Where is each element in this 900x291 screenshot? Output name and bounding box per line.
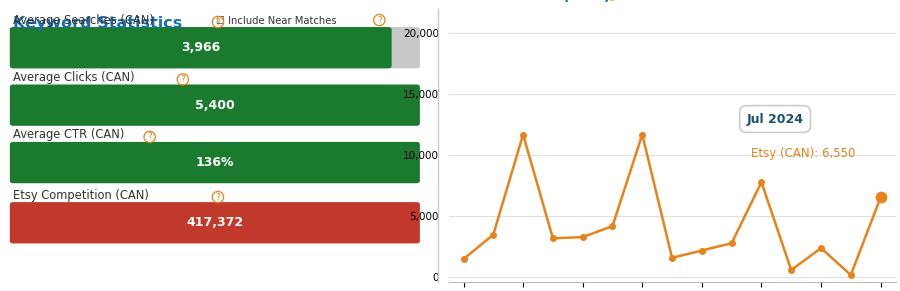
Text: Etsy (CAN): 6,550: Etsy (CAN): 6,550 <box>751 147 855 160</box>
Point <box>456 257 471 261</box>
Point <box>695 248 709 253</box>
Text: Search Trend (CAN): Search Trend (CAN) <box>448 0 610 3</box>
Text: 417,372: 417,372 <box>186 216 243 229</box>
Point <box>545 236 560 241</box>
Text: Average CTR (CAN): Average CTR (CAN) <box>14 128 124 141</box>
Text: Etsy Competition (CAN): Etsy Competition (CAN) <box>14 189 149 202</box>
FancyBboxPatch shape <box>10 27 391 68</box>
Text: Average Clicks (CAN): Average Clicks (CAN) <box>14 71 135 84</box>
Text: ?: ? <box>377 16 382 24</box>
Point <box>754 180 769 184</box>
Point <box>873 195 887 200</box>
FancyBboxPatch shape <box>10 142 420 183</box>
Point <box>606 224 620 228</box>
Text: 3,966: 3,966 <box>181 41 220 54</box>
FancyBboxPatch shape <box>10 27 420 68</box>
Point <box>843 273 858 277</box>
Point <box>784 268 798 272</box>
Text: 5,400: 5,400 <box>195 99 235 112</box>
Text: ☐ Include Near Matches: ☐ Include Near Matches <box>216 16 337 26</box>
Point <box>873 195 887 200</box>
Text: Average Searches (CAN): Average Searches (CAN) <box>14 13 154 26</box>
Text: ?: ? <box>180 75 185 84</box>
Point <box>635 132 650 137</box>
FancyBboxPatch shape <box>10 84 420 126</box>
Text: ?: ? <box>216 193 220 202</box>
Text: Jul 2024: Jul 2024 <box>746 113 804 125</box>
Text: 136%: 136% <box>195 156 234 169</box>
Point <box>516 132 530 137</box>
Point <box>814 246 828 250</box>
Text: ?: ? <box>148 132 152 141</box>
Text: ?: ? <box>216 17 220 26</box>
Text: Keyword Statistics: Keyword Statistics <box>14 16 183 31</box>
Point <box>575 235 590 239</box>
FancyBboxPatch shape <box>10 202 420 244</box>
Point <box>486 232 500 237</box>
Point <box>724 241 739 246</box>
Point <box>665 255 680 260</box>
